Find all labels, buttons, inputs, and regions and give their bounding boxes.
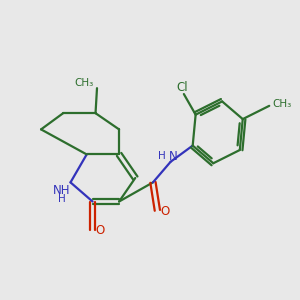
Text: H: H [58,194,65,205]
Text: H: H [158,152,166,161]
Text: O: O [160,205,169,218]
Text: O: O [95,224,105,238]
Text: CH₃: CH₃ [74,78,93,88]
Text: NH: NH [53,184,70,197]
Text: CH₃: CH₃ [272,99,291,110]
Text: N: N [169,150,178,163]
Text: Cl: Cl [177,81,188,94]
